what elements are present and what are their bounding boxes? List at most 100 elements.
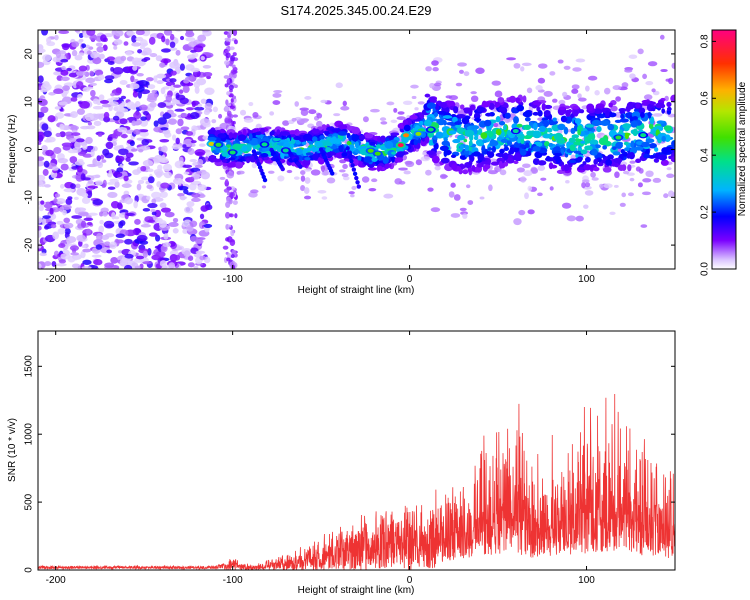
haze-blob bbox=[340, 106, 350, 111]
noise-blob bbox=[225, 237, 230, 242]
signal-blob bbox=[611, 146, 617, 151]
hotspot bbox=[427, 127, 434, 132]
noise-blob bbox=[201, 30, 210, 33]
noise-blob bbox=[38, 156, 45, 162]
noise-blob bbox=[110, 256, 119, 264]
noise-blob bbox=[184, 219, 191, 223]
noise-blob bbox=[119, 118, 128, 125]
signal-blob bbox=[424, 93, 431, 98]
signal-blob bbox=[552, 117, 557, 122]
noise-blob bbox=[171, 144, 182, 150]
signal-blob bbox=[276, 129, 281, 135]
hotspot bbox=[397, 143, 404, 148]
signal-blob bbox=[357, 155, 362, 162]
signal-blob bbox=[577, 166, 585, 171]
noise-blob bbox=[100, 154, 105, 160]
haze-blob bbox=[527, 185, 533, 192]
signal-blob bbox=[232, 132, 238, 139]
signal-blob bbox=[473, 136, 479, 141]
noise-blob bbox=[222, 245, 229, 250]
noise-blob bbox=[74, 160, 85, 166]
noise-blob bbox=[39, 252, 47, 257]
noise-blob bbox=[199, 255, 206, 261]
haze-blob bbox=[368, 188, 377, 192]
noise-blob bbox=[126, 31, 136, 36]
noise-blob bbox=[115, 233, 125, 238]
noise-blob bbox=[96, 46, 104, 53]
signal-blob bbox=[458, 114, 466, 118]
hotspot bbox=[261, 142, 268, 147]
haze-blob bbox=[300, 175, 306, 182]
signal-blob bbox=[670, 156, 675, 163]
noise-blob bbox=[66, 236, 77, 244]
noise-blob bbox=[119, 106, 125, 113]
signal-blob bbox=[509, 95, 517, 103]
haze-blob bbox=[239, 109, 247, 116]
haze-blob bbox=[516, 167, 525, 173]
signal-blob bbox=[351, 126, 361, 135]
signal-blob bbox=[593, 108, 602, 115]
hotspot bbox=[415, 131, 422, 136]
signal-blob bbox=[467, 167, 472, 173]
noise-blob bbox=[224, 37, 231, 41]
noise-blob bbox=[58, 243, 66, 248]
noise-blob bbox=[162, 112, 172, 119]
signal-blob bbox=[441, 140, 450, 146]
noise-blob bbox=[63, 188, 75, 193]
noise-blob bbox=[54, 106, 62, 110]
streak-blob bbox=[347, 154, 353, 160]
noise-blob bbox=[70, 111, 79, 118]
noise-blob bbox=[203, 109, 210, 116]
signal-blob bbox=[632, 116, 638, 120]
noise-blob bbox=[189, 176, 195, 182]
noise-blob bbox=[56, 220, 64, 225]
signal-blob bbox=[505, 157, 515, 164]
haze-blob bbox=[557, 59, 564, 64]
noise-blob bbox=[136, 73, 144, 77]
signal-blob bbox=[217, 133, 227, 139]
signal-blob bbox=[572, 105, 580, 110]
noise-blob bbox=[95, 180, 104, 186]
signal-blob bbox=[543, 110, 551, 117]
signal-blob bbox=[426, 102, 436, 109]
signal-blob bbox=[463, 109, 473, 114]
streak-blob bbox=[262, 177, 268, 183]
haze-blob bbox=[594, 90, 600, 96]
noise-blob bbox=[71, 49, 78, 57]
noise-blob bbox=[204, 87, 215, 96]
signal-blob bbox=[524, 116, 531, 122]
noise-blob bbox=[153, 75, 158, 83]
noise-blob bbox=[197, 158, 204, 166]
noise-blob bbox=[198, 143, 206, 147]
signal-blob bbox=[464, 129, 475, 138]
noise-blob bbox=[193, 45, 204, 53]
signal-blob bbox=[457, 134, 466, 141]
signal-blob bbox=[275, 144, 280, 152]
y-tick-label: 20 bbox=[24, 48, 35, 60]
noise-blob bbox=[111, 30, 117, 36]
noise-blob bbox=[163, 233, 169, 240]
haze-blob bbox=[398, 180, 406, 185]
noise-blob bbox=[75, 138, 85, 143]
signal-blob bbox=[507, 129, 511, 136]
signal-blob bbox=[242, 128, 247, 137]
noise-blob bbox=[226, 257, 231, 262]
noise-blob bbox=[51, 261, 57, 267]
haze-blob bbox=[575, 58, 586, 63]
hotspot bbox=[512, 129, 519, 134]
noise-blob bbox=[84, 113, 94, 122]
noise-blob bbox=[62, 85, 70, 92]
noise-blob bbox=[92, 56, 102, 65]
noise-blob bbox=[98, 225, 105, 234]
noise-blob bbox=[113, 45, 118, 50]
noise-blob bbox=[186, 54, 196, 60]
noise-blob bbox=[232, 30, 238, 37]
haze-blob bbox=[627, 192, 634, 197]
haze-blob bbox=[543, 90, 553, 97]
signal-blob bbox=[351, 134, 359, 142]
signal-blob bbox=[394, 157, 404, 163]
signal-blob bbox=[341, 152, 348, 157]
noise-blob bbox=[146, 195, 151, 200]
noise-blob bbox=[140, 165, 147, 172]
signal-blob bbox=[671, 140, 675, 148]
